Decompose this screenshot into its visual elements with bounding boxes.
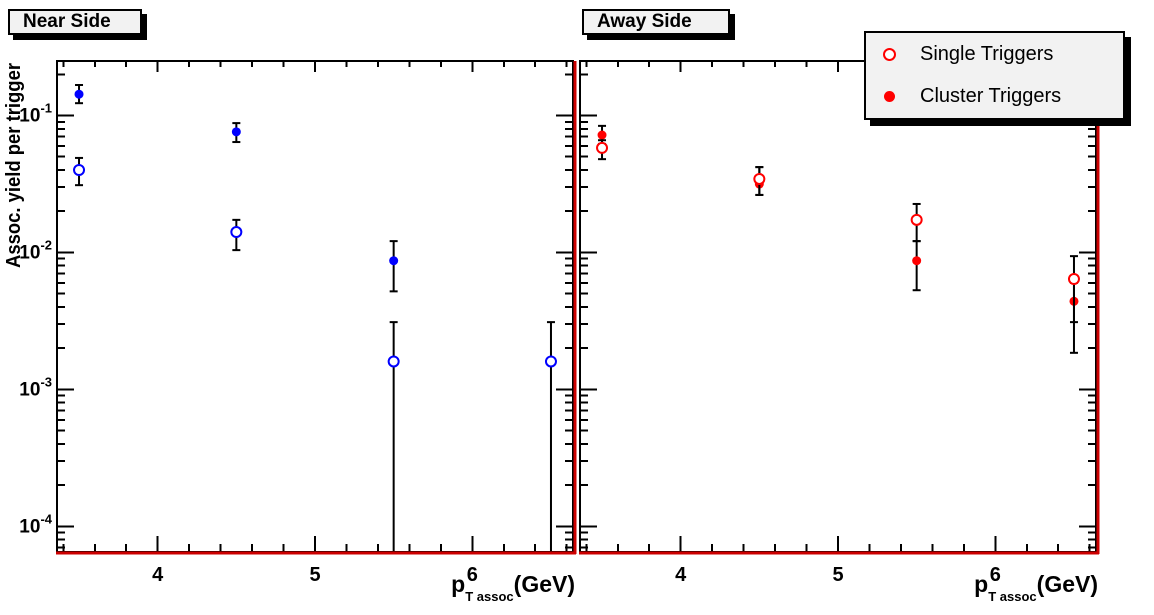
data-point-filled — [597, 130, 607, 140]
y-tick-label: 10-2 — [19, 237, 52, 263]
series-single-triggers — [596, 139, 1080, 324]
data-point-open — [387, 355, 400, 368]
plot-frame — [579, 60, 1097, 553]
axis-ticks — [580, 61, 1096, 552]
legend: Single Triggers Cluster Triggers — [864, 31, 1125, 120]
x-axis-title: pT assoc(GeV) — [451, 571, 575, 604]
data-point-open — [753, 172, 766, 185]
y-tick-label: 10-3 — [19, 374, 52, 400]
series-cluster-triggers — [74, 83, 399, 293]
data-point-open — [910, 213, 923, 226]
away-side-title-box: Away Side — [582, 9, 730, 35]
y-axis-title: Assoc. yield per trigger — [3, 63, 25, 268]
legend-item-single-triggers: Single Triggers — [866, 33, 1123, 75]
x-tick-label: 4 — [675, 564, 687, 586]
data-point-open — [230, 226, 243, 239]
data-point-open — [544, 355, 557, 368]
y-tick-label: 10-4 — [19, 511, 52, 537]
near-side-title-box: Near Side — [8, 9, 142, 35]
data-point-filled — [389, 256, 399, 266]
x-tick-label: 6 — [467, 564, 478, 586]
data-point-open — [596, 141, 609, 154]
x-tick-label: 4 — [152, 564, 164, 586]
x-tick-label: 5 — [309, 564, 320, 586]
data-point-open — [73, 164, 86, 177]
near-side-panel: 4 5 6 10-1 10-2 10-3 10-4 pT assoc(GeV) Assoc. y… — [3, 60, 577, 604]
filled-circle-icon — [882, 91, 896, 103]
away-side-title: Away Side — [597, 11, 692, 32]
legend-item-cluster-triggers: Cluster Triggers — [866, 76, 1123, 118]
plot-frame — [56, 60, 574, 553]
x-tick-label: 5 — [832, 564, 843, 586]
data-point-open — [1067, 273, 1080, 286]
frame-accent-lines — [579, 61, 1100, 555]
legend-label: Single Triggers — [920, 42, 1054, 65]
near-side-title: Near Side — [23, 11, 111, 32]
away-side-panel: 4 5 6pT assoc(GeV) — [579, 60, 1100, 604]
y-tick-label: 10-1 — [19, 101, 52, 127]
data-point-filled — [74, 89, 84, 99]
frame-accent-lines — [56, 61, 577, 555]
error-bar — [389, 240, 398, 293]
error-bar — [912, 240, 921, 292]
x-tick-label: 6 — [990, 564, 1001, 586]
data-point-filled — [912, 256, 922, 266]
error-bar — [1069, 255, 1078, 324]
open-circle-icon — [882, 47, 896, 61]
legend-label: Cluster Triggers — [920, 85, 1062, 108]
data-point-filled — [231, 127, 241, 137]
series-single-triggers — [73, 156, 557, 551]
x-axis-title: pT assoc(GeV) — [974, 571, 1098, 604]
axis-ticks — [57, 61, 573, 552]
series-cluster-triggers — [597, 124, 1079, 354]
